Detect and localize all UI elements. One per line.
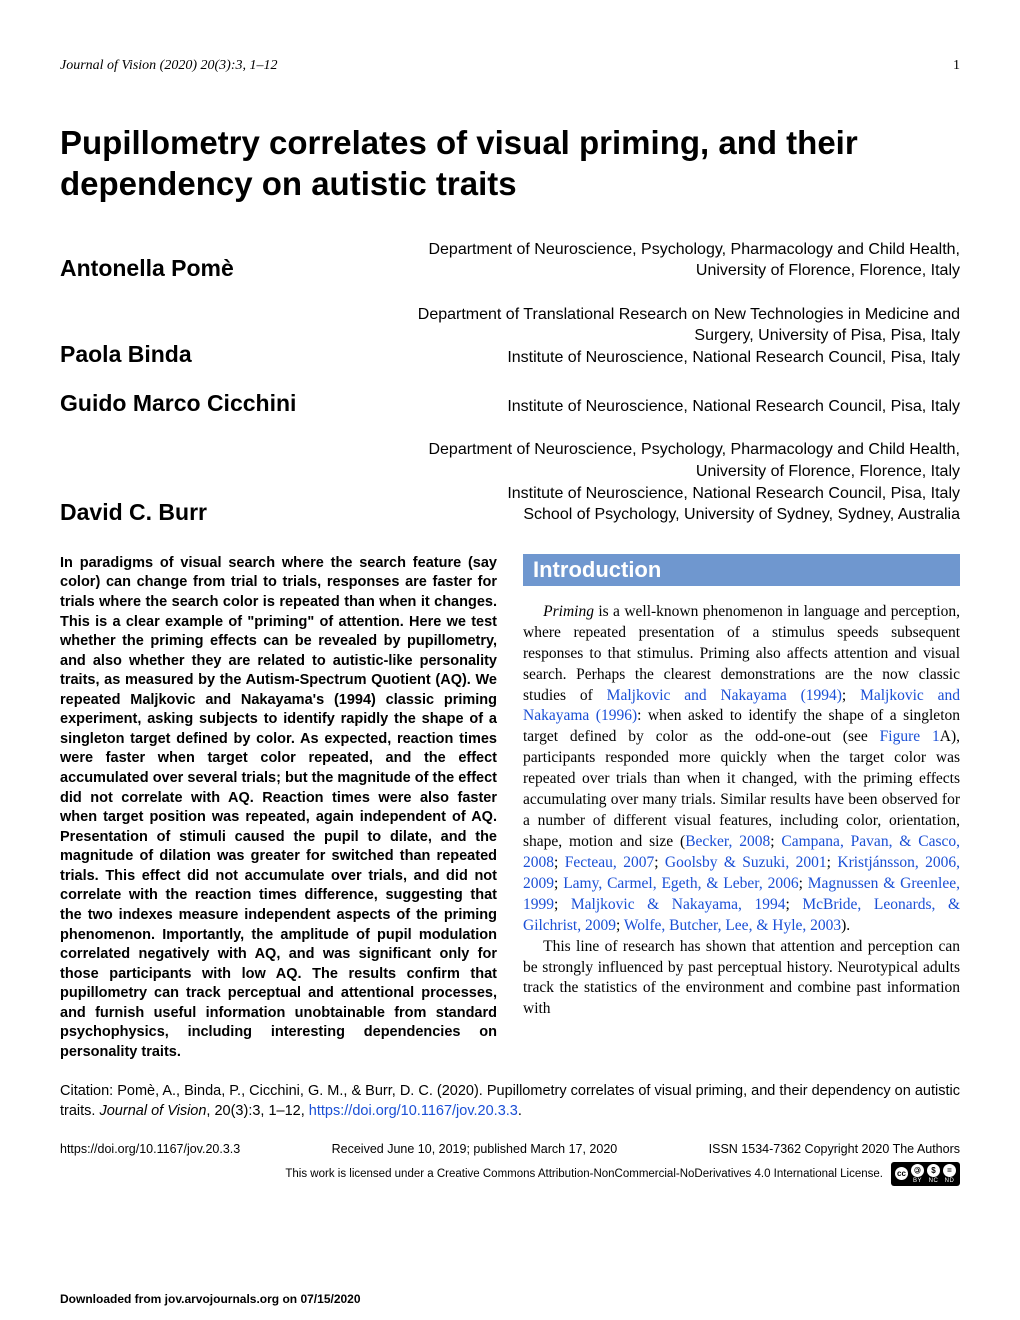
author-affiliation: Department of Neuroscience, Psychology, … <box>365 239 960 282</box>
footer-issn: ISSN 1534-7362 Copyright 2020 The Author… <box>709 1142 960 1156</box>
citation-link[interactable]: Fecteau, 2007 <box>565 854 654 871</box>
author-name: Guido Marco Cicchini <box>60 390 365 417</box>
page-number: 1 <box>953 58 960 74</box>
running-head: Journal of Vision (2020) 20(3):3, 1–12 1 <box>60 58 960 74</box>
footer-row: https://doi.org/10.1167/jov.20.3.3 Recei… <box>60 1142 960 1156</box>
license-row: This work is licensed under a Creative C… <box>60 1162 960 1186</box>
introduction-body: Priming is a well-known phenomenon in la… <box>523 602 960 1020</box>
download-watermark: Downloaded from jov.arvojournals.org on … <box>60 1292 361 1306</box>
citation-block: Citation: Pomè, A., Binda, P., Cicchini,… <box>60 1082 960 1121</box>
intro-paragraph-2: This line of research has shown that att… <box>523 937 960 1021</box>
left-column: In paradigms of visual search where the … <box>60 554 497 1063</box>
author-row: Paola Binda Department of Translational … <box>60 304 960 369</box>
journal-header: Journal of Vision (2020) 20(3):3, 1–12 <box>60 58 278 74</box>
cc-badge-icon: cc 🄯 BY $ NC = ND <box>891 1162 960 1186</box>
citation-link[interactable]: Becker, 2008 <box>685 833 770 850</box>
author-affiliation: Department of Neuroscience, Psychology, … <box>365 439 960 525</box>
author-name: Antonella Pomè <box>60 255 365 282</box>
figure-link[interactable]: Figure 1 <box>880 728 940 745</box>
author-affiliation: Department of Translational Research on … <box>365 304 960 369</box>
citation-link[interactable]: Wolfe, Butcher, Lee, & Hyle, 2003 <box>624 917 841 934</box>
term-priming: Priming <box>543 603 594 620</box>
nd-icon: = <box>943 1164 956 1177</box>
citation-link[interactable]: Maljkovic & Nakayama, 1994 <box>571 896 786 913</box>
intro-paragraph-1: Priming is a well-known phenomenon in la… <box>523 602 960 937</box>
footer-dates: Received June 10, 2019; published March … <box>332 1142 618 1156</box>
article-title: Pupillometry correlates of visual primin… <box>60 122 960 205</box>
authors-block: Antonella Pomè Department of Neuroscienc… <box>60 239 960 526</box>
doi-link[interactable]: https://doi.org/10.1167/jov.20.3.3 <box>309 1103 518 1119</box>
section-heading-introduction: Introduction <box>523 554 960 586</box>
author-affiliation: Institute of Neuroscience, National Rese… <box>365 396 960 418</box>
citation-link[interactable]: Maljkovic and Nakayama (1994) <box>607 687 842 704</box>
right-column: Introduction Priming is a well-known phe… <box>523 554 960 1063</box>
author-row: David C. Burr Department of Neuroscience… <box>60 439 960 525</box>
by-icon: 🄯 <box>911 1164 924 1177</box>
cc-icon: cc <box>895 1167 908 1180</box>
nc-icon: $ <box>927 1164 940 1177</box>
two-column-body: In paradigms of visual search where the … <box>60 554 960 1063</box>
author-name: Paola Binda <box>60 341 365 368</box>
citation-link[interactable]: Lamy, Carmel, Egeth, & Leber, 2006 <box>563 875 798 892</box>
footer-doi[interactable]: https://doi.org/10.1167/jov.20.3.3 <box>60 1142 240 1156</box>
abstract: In paradigms of visual search where the … <box>60 554 497 1063</box>
author-row: Antonella Pomè Department of Neuroscienc… <box>60 239 960 282</box>
license-text: This work is licensed under a Creative C… <box>285 1168 883 1180</box>
citation-link[interactable]: Goolsby & Suzuki, 2001 <box>665 854 827 871</box>
author-name: David C. Burr <box>60 499 365 526</box>
author-row: Guido Marco Cicchini Institute of Neuros… <box>60 390 960 417</box>
